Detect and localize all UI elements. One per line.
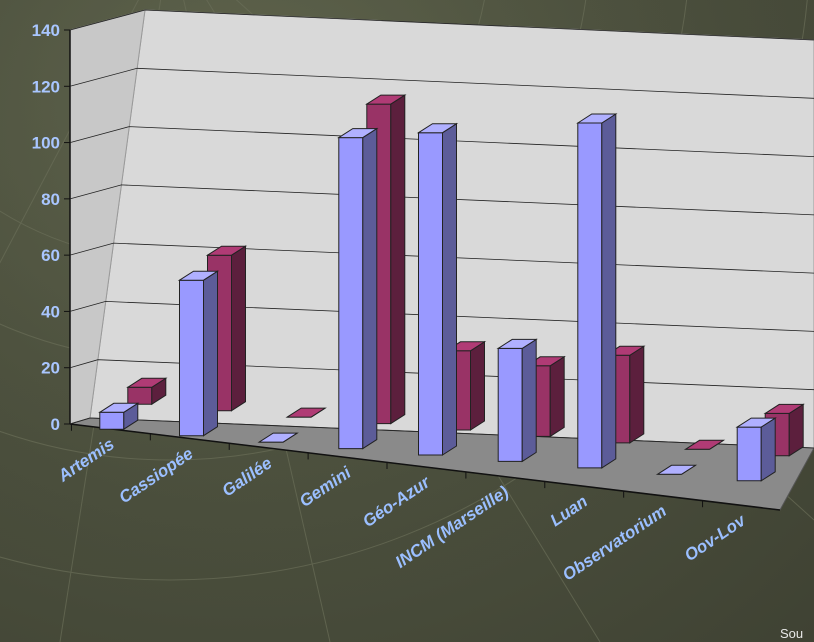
gridline	[69, 67, 814, 99]
y-tick-label: 60	[41, 246, 60, 265]
bar-series1-cassiop-e	[177, 270, 220, 437]
y-tick-label: 100	[32, 134, 60, 153]
bars	[98, 94, 805, 482]
y-tick-label: 40	[41, 302, 60, 321]
x-axis-line	[69, 423, 781, 511]
bar-series1-gemini	[337, 127, 379, 450]
gridline	[69, 9, 814, 41]
bar-series2-observatorium	[683, 439, 726, 450]
bar-series1-artemis	[98, 402, 140, 431]
gridline	[69, 359, 814, 391]
y-tick-label: 120	[32, 77, 60, 96]
bar-series1-observatorium	[655, 464, 698, 475]
y-axis-ticks: 0 20 40 60 80 100 120 140	[32, 21, 60, 434]
y-tick-label: 80	[41, 190, 60, 209]
bar-series1-g-o-azur	[416, 122, 459, 456]
bar-series1-galil-e	[257, 432, 299, 443]
y-tick-label: 20	[41, 359, 60, 378]
y-tick-label: 140	[32, 21, 60, 40]
bar-series1-incm-marseille-	[496, 338, 538, 463]
y-tick-label: 0	[51, 415, 60, 434]
bar-series1-oov-lov	[735, 417, 777, 482]
gridline	[69, 417, 814, 449]
bar-series2-artemis	[126, 377, 168, 406]
corner-source-text: Sou	[780, 626, 804, 641]
bar-series2-galil-e	[285, 407, 327, 418]
bar-series1-luan	[576, 113, 618, 469]
